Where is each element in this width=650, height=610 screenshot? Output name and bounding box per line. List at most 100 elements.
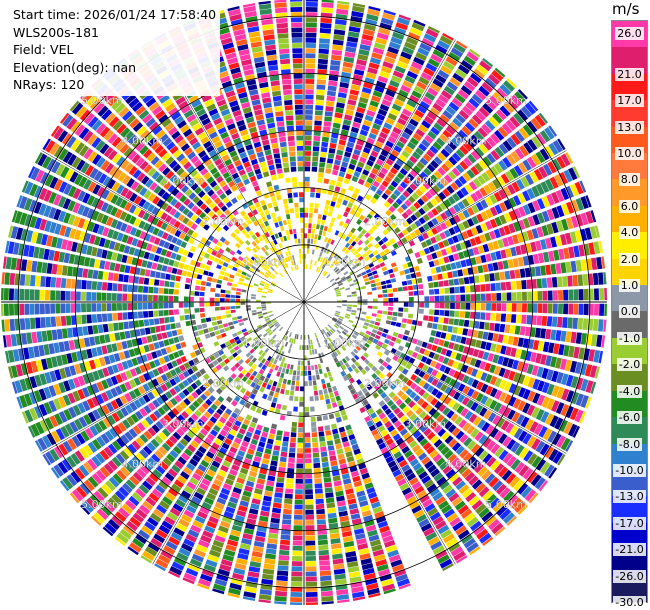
velocity-gate <box>403 177 412 186</box>
velocity-gate <box>291 576 303 582</box>
velocity-gate <box>139 268 146 276</box>
velocity-gate <box>470 443 481 454</box>
velocity-gate <box>348 434 356 441</box>
velocity-gate <box>526 315 532 325</box>
velocity-gate <box>379 262 386 268</box>
velocity-gate <box>506 303 512 312</box>
velocity-gate <box>343 271 349 276</box>
velocity-gate <box>516 232 524 243</box>
velocity-gate <box>359 331 365 336</box>
velocity-gate <box>400 415 408 423</box>
velocity-gate <box>21 259 28 271</box>
velocity-gate <box>87 269 94 279</box>
velocity-gate <box>507 259 514 269</box>
velocity-gate <box>517 109 529 122</box>
velocity-gate <box>434 362 442 370</box>
velocity-gate <box>336 102 345 109</box>
velocity-gate <box>469 546 481 556</box>
velocity-gate <box>430 468 441 478</box>
velocity-gate <box>297 360 301 366</box>
velocity-gate <box>318 53 329 60</box>
velocity-gate <box>327 227 332 233</box>
velocity-gate <box>304 406 310 412</box>
velocity-gate <box>495 483 507 495</box>
velocity-gate <box>325 168 332 174</box>
velocity-gate <box>270 385 276 392</box>
velocity-gate <box>289 151 296 157</box>
velocity-gate <box>547 430 557 443</box>
velocity-gate <box>509 476 521 488</box>
velocity-gate <box>151 262 158 270</box>
velocity-gate <box>132 303 138 310</box>
velocity-gate <box>536 226 544 238</box>
velocity-gate <box>495 282 501 291</box>
velocity-gate <box>355 111 364 119</box>
velocity-gate <box>547 290 553 301</box>
velocity-gate <box>535 266 541 277</box>
velocity-gate <box>433 156 443 165</box>
velocity-gate <box>388 306 393 311</box>
velocity-gate <box>490 283 496 292</box>
velocity-gate <box>200 313 206 318</box>
velocity-gate <box>332 44 343 51</box>
velocity-gate <box>161 332 168 339</box>
velocity-gate <box>474 321 480 329</box>
velocity-gate <box>550 263 557 275</box>
velocity-gate <box>480 199 489 209</box>
velocity-gate <box>361 311 367 315</box>
velocity-gate <box>153 302 158 309</box>
velocity-gate <box>565 261 572 273</box>
velocity-gate <box>118 322 124 331</box>
velocity-gate <box>492 480 503 492</box>
velocity-gate <box>594 288 599 301</box>
velocity-gate <box>480 341 487 350</box>
velocity-gate <box>489 322 495 331</box>
velocity-gate <box>470 72 482 84</box>
velocity-gate <box>472 246 480 256</box>
velocity-gate <box>434 400 443 410</box>
velocity-gate <box>439 480 450 490</box>
velocity-gate <box>566 390 575 403</box>
velocity-gate <box>583 243 590 256</box>
velocity-gate <box>513 385 522 396</box>
velocity-gate <box>385 320 392 325</box>
velocity-gate <box>106 292 112 301</box>
velocity-gate <box>583 288 589 301</box>
velocity-gate <box>516 303 522 313</box>
velocity-gate <box>505 281 512 291</box>
velocity-gate <box>384 56 396 65</box>
velocity-gate <box>315 498 324 505</box>
velocity-gate <box>401 384 409 393</box>
velocity-gate <box>500 420 510 431</box>
velocity-gate <box>499 323 506 333</box>
velocity-gate <box>580 333 587 345</box>
velocity-gate <box>535 133 547 146</box>
velocity-gate <box>418 379 426 387</box>
velocity-gate <box>308 375 312 381</box>
velocity-gate <box>443 396 452 405</box>
velocity-gate <box>498 367 506 377</box>
velocity-gate <box>429 487 440 497</box>
velocity-gate <box>372 90 383 98</box>
velocity-gate <box>304 223 308 228</box>
velocity-gate <box>324 111 333 117</box>
velocity-gate <box>356 59 367 66</box>
velocity-gate <box>444 435 454 445</box>
velocity-gate <box>555 235 562 247</box>
velocity-gate <box>325 430 332 436</box>
velocity-gate <box>346 294 352 298</box>
velocity-gate <box>508 210 517 221</box>
velocity-gate <box>411 114 422 123</box>
velocity-gate <box>510 441 521 453</box>
velocity-gate <box>497 466 509 478</box>
velocity-gate <box>338 458 347 465</box>
velocity-gate <box>389 108 400 117</box>
velocity-gate <box>536 315 542 326</box>
velocity-gate <box>524 102 537 115</box>
velocity-gate <box>330 217 336 223</box>
velocity-gate <box>482 490 494 501</box>
velocity-gate <box>387 288 393 293</box>
velocity-gate <box>500 173 510 184</box>
velocity-gate <box>386 315 392 320</box>
velocity-gate <box>283 508 292 515</box>
